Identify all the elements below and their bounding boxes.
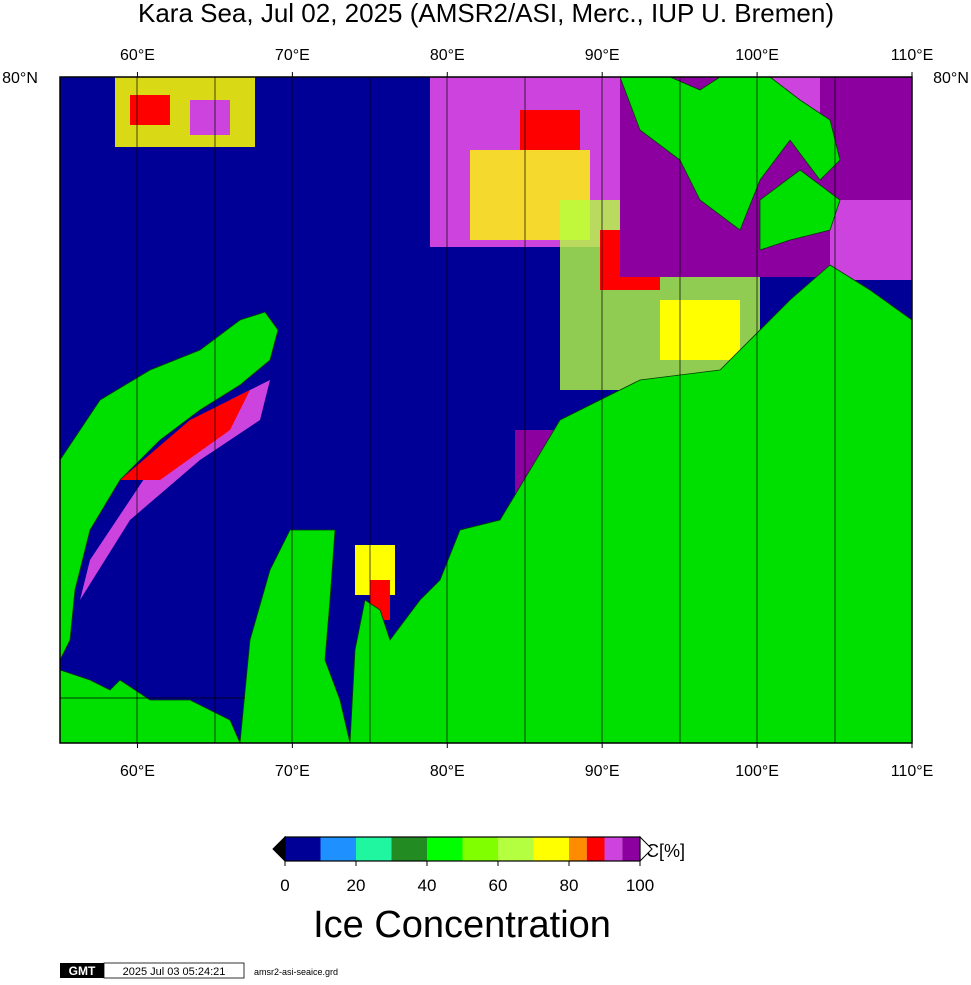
timestamp-box [103, 962, 245, 979]
logo: GMT [69, 964, 96, 978]
map-title: Kara Sea, Jul 02, 2025 (AMSR2/ASI, Merc.… [138, 0, 834, 28]
lon-label-top: 70°E [275, 47, 310, 64]
colorbar-segment [391, 837, 427, 861]
colorbar-tick-label: 0 [280, 876, 289, 895]
lon-label-top: 100°E [735, 47, 779, 64]
colorbar-segment [427, 837, 463, 861]
colorbar-tick-label: 80 [560, 876, 579, 895]
lon-label-top: 110°E [891, 47, 934, 64]
land [60, 77, 912, 743]
file-name: amsr2-asi-seaice.grd [254, 967, 338, 977]
lat-label-right: 80°N [933, 70, 969, 87]
colorbar-segment [320, 837, 356, 861]
logo-box [60, 963, 104, 978]
lon-label-top: 90°E [585, 47, 620, 64]
colorbar-tick-label: 60 [489, 876, 508, 895]
timestamp: 2025 Jul 03 05:24:21 [123, 966, 226, 978]
colorbar-title: Ice Concentration [313, 904, 611, 946]
colorbar: C[%] Ice Concentration 0 20 40 60 80 100 [272, 835, 685, 946]
colorbar-segment [533, 837, 569, 861]
colorbar-segment [462, 837, 498, 861]
colorbar-segment [604, 837, 623, 861]
colorbar-tick-label: 40 [418, 876, 437, 895]
colorbar-tick-label: 20 [347, 876, 366, 895]
colorbar-low-arrow [272, 835, 286, 863]
lon-label-bottom: 110°E [891, 763, 934, 780]
lon-label-bottom: 70°E [275, 763, 310, 780]
colorbar-segment [498, 837, 534, 861]
map-frame [59, 76, 913, 744]
lon-label-bottom: 60°E [120, 763, 155, 780]
lat-label-left: 80°N [2, 70, 38, 87]
colorbar-tick-label: 100 [626, 876, 654, 895]
colorbar-segment [622, 837, 640, 861]
lon-label-top: 80°E [430, 47, 465, 64]
colorbar-segment [586, 837, 605, 861]
colorbar-unit: C[%] [646, 841, 685, 861]
colorbar-segment [356, 837, 392, 861]
footer: GMT 2025 Jul 03 05:24:21 amsr2-asi-seaic… [60, 962, 338, 979]
lon-label-bottom: 100°E [735, 763, 779, 780]
lon-label-bottom: 80°E [430, 763, 465, 780]
lon-label-bottom: 90°E [585, 763, 620, 780]
lon-label-top: 60°E [120, 47, 155, 64]
colorbar-segment [285, 837, 321, 861]
map: 80°N 80°N 60°E 60°E 70°E 70°E 80°E 80°E 90°E 90… [2, 47, 969, 780]
graticule [60, 77, 836, 743]
colorbar-frame [284, 836, 641, 862]
colorbar-segment [569, 837, 587, 861]
